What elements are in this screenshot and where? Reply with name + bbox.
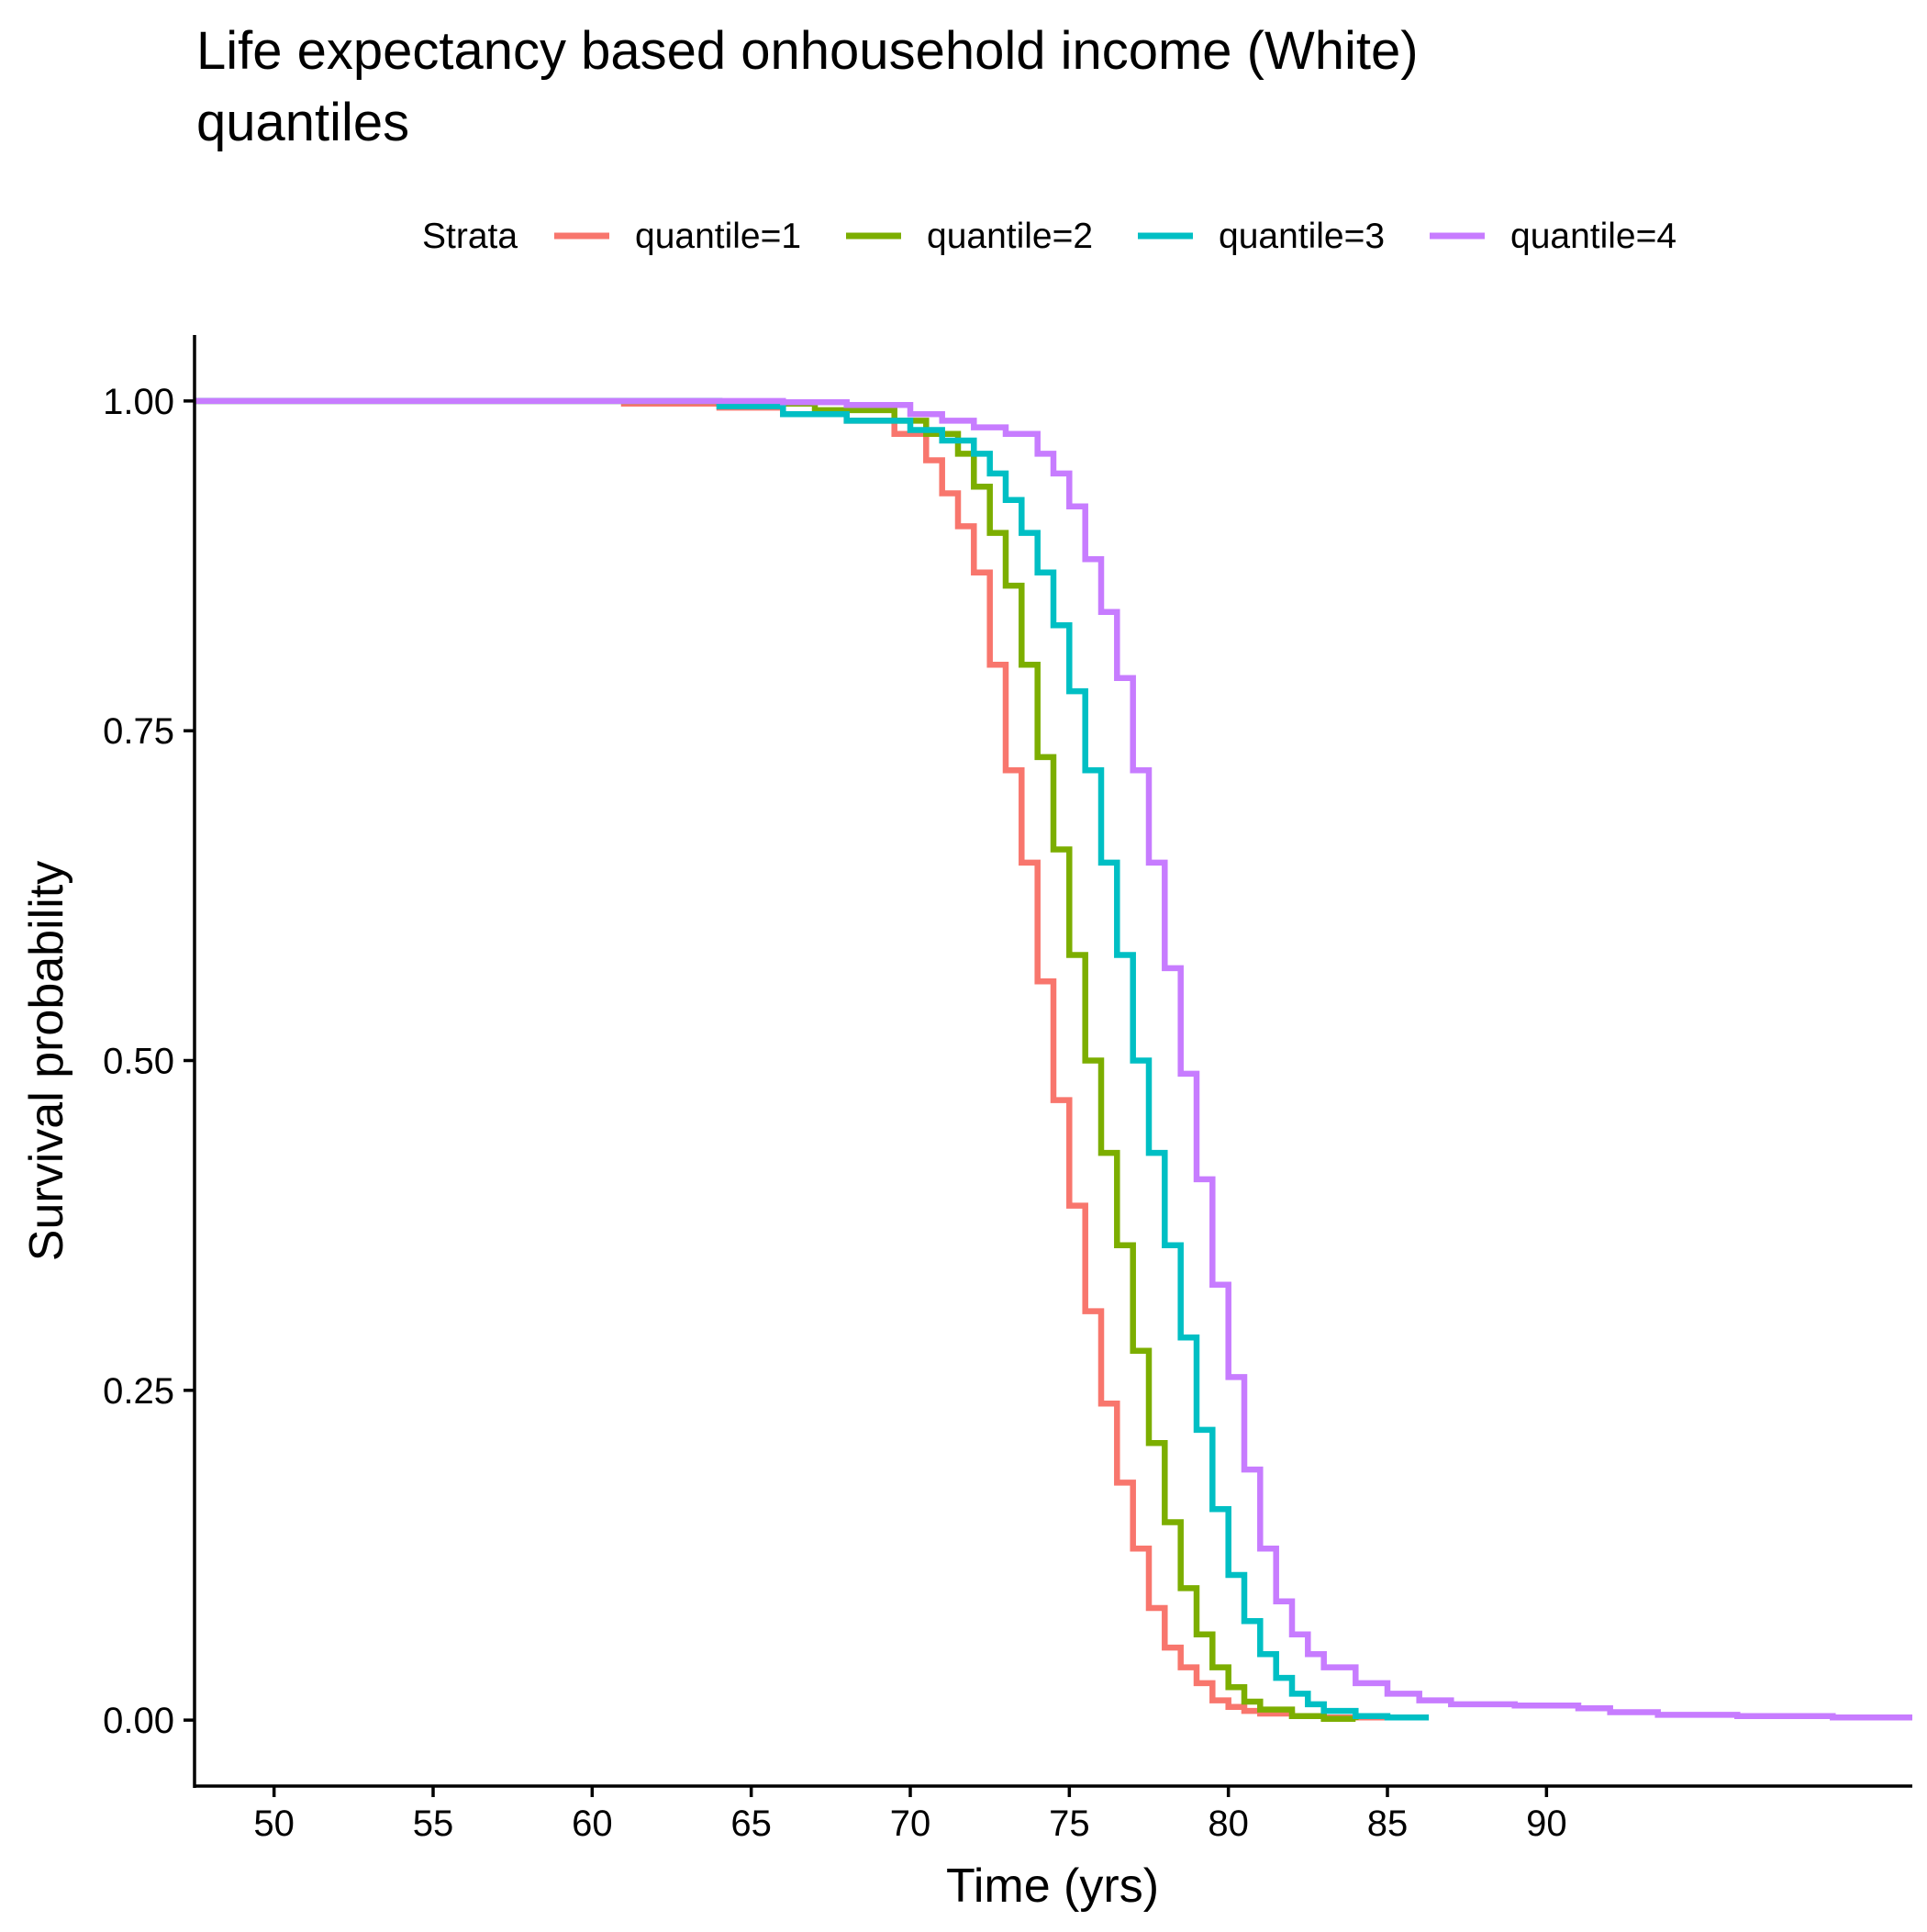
x-tick-label: 85 [1367,1804,1409,1844]
x-tick-label: 80 [1208,1804,1249,1844]
x-tick-label: 55 [413,1804,454,1844]
y-tick-label: 0.25 [103,1371,174,1412]
series-line-quantile-1 [195,397,1387,1721]
y-tick-label: 1.00 [103,382,174,422]
x-tick-label: 50 [253,1804,295,1844]
y-axis-label: Survival probability [20,861,73,1261]
y-tick-label: 0.00 [103,1701,174,1741]
x-tick-label: 75 [1049,1804,1090,1844]
series-layer [195,397,1912,1722]
x-tick-label: 70 [890,1804,931,1844]
legend-label-quantile-3: quantile=3 [1219,217,1385,256]
y-tick-label: 0.50 [103,1042,174,1082]
x-axis-label: Time (yrs) [946,1859,1159,1913]
legend-label-quantile-4: quantile=4 [1510,217,1676,256]
series-line-quantile-3 [195,397,1430,1721]
x-tick-label: 60 [572,1804,613,1844]
legend: Strata quantile=1 quantile=2 quantile=3 … [422,217,1676,256]
series-line-quantile-2 [195,397,1359,1722]
x-tick-label: 90 [1526,1804,1567,1844]
legend-label-quantile-2: quantile=2 [927,217,1093,256]
legend-label-quantile-1: quantile=1 [635,217,801,256]
x-ticks: 50 55 60 65 70 75 80 85 90 [253,1786,1567,1844]
series-line-quantile-4 [195,397,1912,1721]
y-ticks: 0.00 0.25 0.50 0.75 1.00 [103,382,195,1741]
x-tick-label: 65 [730,1804,772,1844]
legend-title: Strata [422,217,518,256]
chart-title-line-1: Life expectancy based onhousehold income… [196,21,1419,81]
y-tick-label: 0.75 [103,711,174,752]
chart-title-line-2: quantiles [196,93,409,152]
